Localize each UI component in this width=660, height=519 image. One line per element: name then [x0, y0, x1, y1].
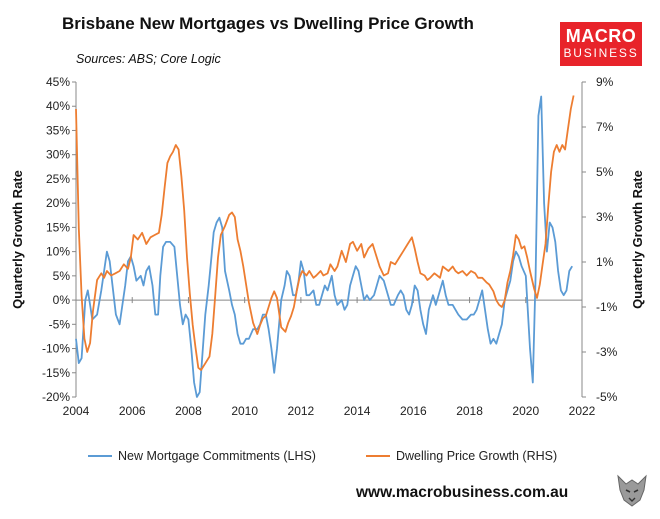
left-tick-label: 35% — [46, 123, 70, 137]
left-tick-label: 30% — [46, 148, 70, 162]
right-tick-label: -1% — [596, 300, 618, 314]
x-tick-label: 2004 — [63, 404, 90, 418]
left-tick-label: -10% — [42, 342, 70, 356]
left-tick-label: 0% — [53, 293, 71, 307]
right-tick-label: -5% — [596, 390, 618, 404]
chart-axes: -20% -15% -10% -5% 0% 5% 10% 15% 20% 25% 30% 35% 40%… — [10, 75, 645, 418]
right-tick-label: 3% — [596, 210, 614, 224]
left-tick-label: 10% — [46, 245, 70, 259]
left-tick-label: -15% — [42, 366, 70, 380]
x-tick-label: 2016 — [400, 404, 427, 418]
left-tick-label: 40% — [46, 99, 70, 113]
series-layer — [75, 95, 575, 398]
sources-note: Sources: ABS; Core Logic — [76, 52, 221, 66]
left-tick-label: -5% — [49, 317, 71, 331]
x-tick-label: 2018 — [456, 404, 483, 418]
right-tick-label: 9% — [596, 75, 614, 89]
left-tick-label: 45% — [46, 75, 70, 89]
chart-legend: New Mortgage Commitments (LHS) Dwelling P… — [88, 449, 557, 463]
left-tick-label: 5% — [53, 269, 71, 283]
x-tick-label: 2022 — [569, 404, 596, 418]
logo-line-2: BUSINESS — [563, 46, 639, 60]
left-tick-label: 20% — [46, 196, 70, 210]
x-tick-label: 2006 — [119, 404, 146, 418]
legend-label: Dwelling Price Growth (RHS) — [396, 449, 557, 463]
right-tick-label: 5% — [596, 165, 614, 179]
right-tick-label: 1% — [596, 255, 614, 269]
x-tick-label: 2012 — [288, 404, 315, 418]
chart-title: Brisbane New Mortgages vs Dwelling Price… — [62, 14, 474, 33]
right-tick-label: -3% — [596, 345, 618, 359]
x-tick-label: 2014 — [344, 404, 371, 418]
wolf-logo-icon — [617, 474, 647, 507]
left-tick-label: 25% — [46, 172, 70, 186]
x-tick-label: 2020 — [512, 404, 539, 418]
logo-line-1: MACRO — [565, 26, 637, 46]
x-tick-label: 2010 — [231, 404, 258, 418]
macrobusiness-logo: MACRO BUSINESS — [560, 22, 642, 66]
left-tick-label: 15% — [46, 220, 70, 234]
right-axis-title: Quarterly Growth Rate — [630, 170, 645, 309]
x-tick-label: 2008 — [175, 404, 202, 418]
website-url: www.macrobusiness.com.au — [356, 484, 569, 501]
left-axis-title: Quarterly Growth Rate — [10, 170, 25, 309]
left-tick-label: -20% — [42, 390, 70, 404]
series-line-dwelling-price-growth — [75, 95, 575, 371]
right-tick-label: 7% — [596, 120, 614, 134]
legend-label: New Mortgage Commitments (LHS) — [118, 449, 316, 463]
series-line-new-mortgage-commitments — [75, 95, 573, 398]
